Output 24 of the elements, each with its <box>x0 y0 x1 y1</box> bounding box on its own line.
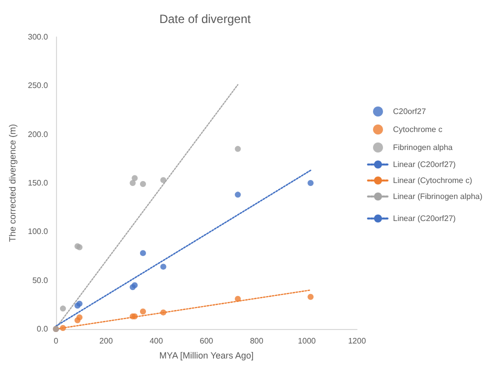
chart-title: Date of divergent <box>159 12 252 26</box>
y-axis-title: The corrected divergence (m) <box>8 124 18 242</box>
x-tick-label: 1000 <box>298 336 316 346</box>
x-tick-label: 200 <box>99 336 114 346</box>
x-tick-label: 400 <box>150 336 164 346</box>
legend-label: Fibrinogen alpha <box>393 143 454 152</box>
x-tick-label: 800 <box>250 336 264 346</box>
y-tick-label: 150.0 <box>28 178 48 188</box>
y-tick-label: 250.0 <box>28 81 48 90</box>
x-tick-label: 0 <box>54 336 59 346</box>
y-tick-label: 0.0 <box>36 324 48 334</box>
x-tick-label: 1200 <box>348 336 366 346</box>
legend-label: C20orf27 <box>393 107 426 116</box>
x-axis-title: MYA [Million Years Ago] <box>159 350 254 360</box>
y-tick-label: 100.0 <box>28 227 48 236</box>
y-tick-label: 200.0 <box>28 130 48 139</box>
y-tick-label: 300.0 <box>28 32 48 42</box>
x-tick-label: 600 <box>200 336 214 346</box>
y-tick-label: 50.0 <box>32 276 48 285</box>
legend-label: Linear (Fibrinogen alpha) <box>393 192 483 201</box>
legend-label: Cytochrome c <box>393 125 442 134</box>
legend-label: Linear (Cytochrome c) <box>393 176 472 185</box>
legend-label: Linear (C20orf27) <box>393 160 456 169</box>
legend-label: Linear (C20orf27) <box>393 214 456 223</box>
